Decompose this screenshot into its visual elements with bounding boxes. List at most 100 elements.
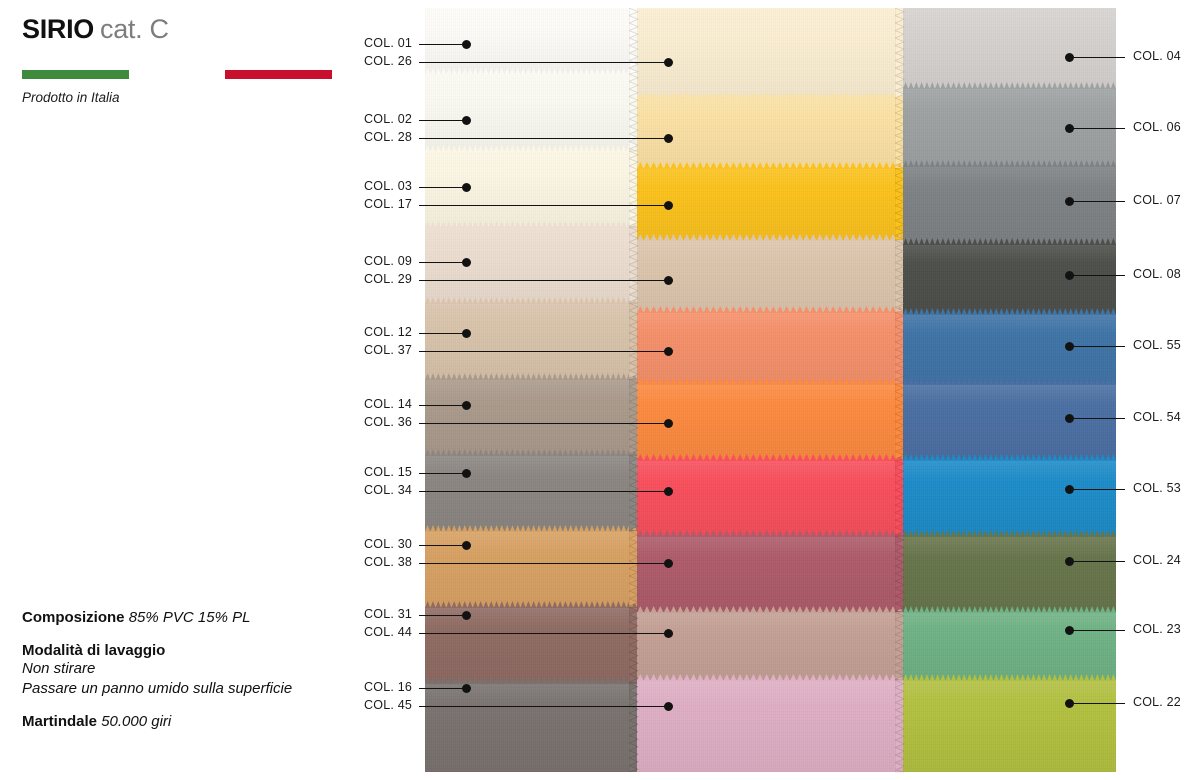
- callout-leader-31: [419, 615, 466, 616]
- swatch-26[interactable]: [637, 8, 903, 98]
- swatch-34[interactable]: [637, 454, 903, 536]
- callout-label-15[interactable]: COL. 15: [364, 465, 412, 479]
- callout-dot-15: [461, 468, 471, 478]
- fabric-grain-texture: [637, 240, 903, 312]
- swatch-54[interactable]: [903, 378, 1116, 460]
- callout-label-38[interactable]: COL. 38: [364, 555, 412, 569]
- swatch-53[interactable]: [903, 454, 1116, 536]
- callout-dot-17: [663, 200, 673, 210]
- swatch-shading: [637, 98, 903, 168]
- callout-label-16[interactable]: COL. 16: [364, 680, 412, 694]
- callout-label-17[interactable]: COL. 17: [364, 197, 412, 211]
- swatch-03[interactable]: [425, 145, 637, 227]
- callout-leader-44: [419, 633, 668, 634]
- swatch-08[interactable]: [903, 238, 1116, 314]
- callout-label-01[interactable]: COL. 01: [364, 36, 412, 50]
- swatch-44[interactable]: [637, 606, 903, 680]
- callout-label-06[interactable]: COL. 06: [1133, 120, 1181, 134]
- callout-label-30[interactable]: COL. 30: [364, 537, 412, 551]
- swatch-45[interactable]: [637, 674, 903, 772]
- callout-label-26[interactable]: COL. 26: [364, 54, 412, 68]
- swatch-12[interactable]: [425, 297, 637, 379]
- swatch-28[interactable]: [637, 92, 903, 168]
- swatch-30[interactable]: [425, 525, 637, 607]
- swatch-24[interactable]: [903, 530, 1116, 612]
- right-swatch-column: [903, 0, 1116, 780]
- callout-label-54[interactable]: COL. 54: [1133, 410, 1181, 424]
- washing-line-2: Passare un panno umido sulla superficie: [22, 679, 293, 697]
- callout-label-02[interactable]: COL. 02: [364, 112, 412, 126]
- callout-label-23[interactable]: COL. 23: [1133, 622, 1181, 636]
- callout-label-22[interactable]: COL. 22: [1133, 695, 1181, 709]
- callout-label-08[interactable]: COL. 08: [1133, 267, 1181, 281]
- callout-leader-45: [419, 706, 668, 707]
- swatch-55[interactable]: [903, 308, 1116, 384]
- callout-leader-12: [419, 333, 466, 334]
- washing-block: Modalità di lavaggio Non stirare Passare…: [22, 642, 342, 698]
- swatch-31[interactable]: [425, 601, 637, 683]
- callout-leader-15: [419, 473, 466, 474]
- swatch-16[interactable]: [425, 677, 637, 772]
- specifications: Composizione 85% PVC 15% PL Modalità di …: [22, 608, 342, 746]
- callout-label-53[interactable]: COL. 53: [1133, 481, 1181, 495]
- swatch-15[interactable]: [425, 449, 637, 531]
- swatch-36[interactable]: [637, 378, 903, 460]
- callout-label-14[interactable]: COL. 14: [364, 397, 412, 411]
- callout-label-36[interactable]: COL. 36: [364, 415, 412, 429]
- callout-label-44[interactable]: COL. 44: [364, 625, 412, 639]
- callout-leader-08: [1069, 275, 1125, 276]
- callout-dot-31: [461, 610, 471, 620]
- callout-label-24[interactable]: COL. 24: [1133, 553, 1181, 567]
- fabric-grain-texture: [425, 74, 637, 151]
- callout-label-07[interactable]: COL. 07: [1133, 193, 1181, 207]
- swatch-38[interactable]: [637, 530, 903, 612]
- swatch-09[interactable]: [425, 221, 637, 303]
- swatch-01[interactable]: [425, 8, 637, 74]
- swatch-22[interactable]: [903, 674, 1116, 772]
- swatch-14[interactable]: [425, 373, 637, 455]
- callout-label-34[interactable]: COL. 34: [364, 483, 412, 497]
- fabric-grain-texture: [425, 531, 637, 607]
- composition-row: Composizione 85% PVC 15% PL: [22, 608, 342, 628]
- fabric-grain-texture: [903, 384, 1116, 460]
- swatch-04[interactable]: [903, 8, 1116, 88]
- callout-leader-38: [419, 563, 668, 564]
- left-swatch-column: [425, 0, 637, 780]
- swatch-02[interactable]: [425, 68, 637, 151]
- swatch-shading: [425, 607, 637, 683]
- callout-label-09[interactable]: COL. 09: [364, 254, 412, 268]
- callout-leader-06: [1069, 128, 1125, 129]
- swatch-17[interactable]: [637, 162, 903, 240]
- swatch-shading: [425, 379, 637, 455]
- fabric-grain-texture: [425, 607, 637, 683]
- fabric-grain-texture: [637, 312, 903, 384]
- callout-label-31[interactable]: COL. 31: [364, 607, 412, 621]
- swatch-29[interactable]: [637, 234, 903, 312]
- callout-label-45[interactable]: COL. 45: [364, 698, 412, 712]
- callout-label-37[interactable]: COL. 37: [364, 343, 412, 357]
- swatch-shading: [903, 536, 1116, 612]
- callout-leader-02: [419, 120, 466, 121]
- callout-leader-55: [1069, 346, 1125, 347]
- fabric-grain-texture: [903, 460, 1116, 536]
- swatch-37[interactable]: [637, 306, 903, 384]
- fabric-grain-texture: [637, 536, 903, 612]
- callout-label-28[interactable]: COL. 28: [364, 130, 412, 144]
- callout-label-12[interactable]: COL. 12: [364, 325, 412, 339]
- callout-leader-28: [419, 138, 668, 139]
- swatch-06[interactable]: [903, 82, 1116, 166]
- fabric-grain-texture: [637, 98, 903, 168]
- callout-label-04[interactable]: COL. 04: [1133, 49, 1181, 63]
- swatch-shading: [637, 680, 903, 772]
- callout-label-03[interactable]: COL. 03: [364, 179, 412, 193]
- callout-leader-34: [419, 491, 668, 492]
- swatch-shading: [425, 303, 637, 379]
- callout-leader-24: [1069, 561, 1125, 562]
- callout-label-55[interactable]: COL. 55: [1133, 338, 1181, 352]
- composition-value: 85% PVC 15% PL: [128, 609, 251, 626]
- callout-label-29[interactable]: COL. 29: [364, 272, 412, 286]
- swatch-shading: [637, 8, 903, 98]
- fabric-grain-texture: [903, 8, 1116, 88]
- swatch-07[interactable]: [903, 160, 1116, 244]
- swatch-23[interactable]: [903, 606, 1116, 680]
